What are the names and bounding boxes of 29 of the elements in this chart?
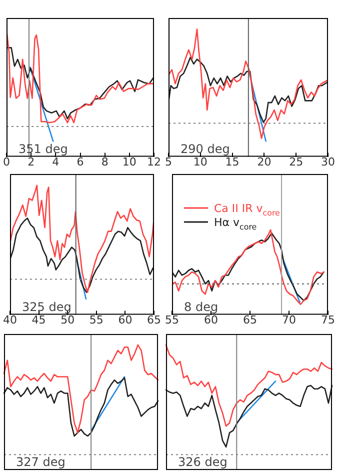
x-tick-label: 10 (122, 155, 136, 168)
x-tick-label: 60 (204, 313, 218, 326)
x-tick-label: 40 (3, 313, 17, 326)
x-tick-label: 30 (321, 155, 335, 168)
x-tick-label: 65 (147, 313, 161, 326)
x-tick-label: 8 (101, 155, 108, 168)
x-tick-label: 60 (118, 313, 132, 326)
text: 325 deg (22, 300, 72, 314)
x-tick-label: 2 (28, 155, 35, 168)
text: 327 deg (16, 455, 66, 469)
text: 326 deg (178, 455, 228, 469)
annotation: 8 deg (184, 300, 218, 314)
x-tick-label: 5 (165, 155, 172, 168)
x-tick-label: 50 (60, 313, 75, 326)
x-tick-label: 6 (76, 155, 84, 168)
x-tick-label: 4 (52, 155, 60, 168)
text: 290 deg (180, 142, 230, 156)
x-tick-label: 45 (32, 313, 46, 326)
x-tick-label: 10 (193, 155, 208, 168)
x-tick-label: 55 (89, 313, 104, 326)
x-tick-label: 25 (289, 155, 304, 168)
x-tick-label: 20 (257, 155, 272, 168)
x-tick-label: 55 (165, 313, 179, 326)
x-tick-label: 15 (225, 155, 240, 168)
x-tick-label: 12 (147, 155, 161, 168)
x-tick-label: 65 (243, 313, 257, 326)
x-tick-label: 70 (282, 313, 296, 326)
x-tick-label: 75 (321, 313, 335, 326)
x-tick-label: 0 (3, 155, 10, 168)
